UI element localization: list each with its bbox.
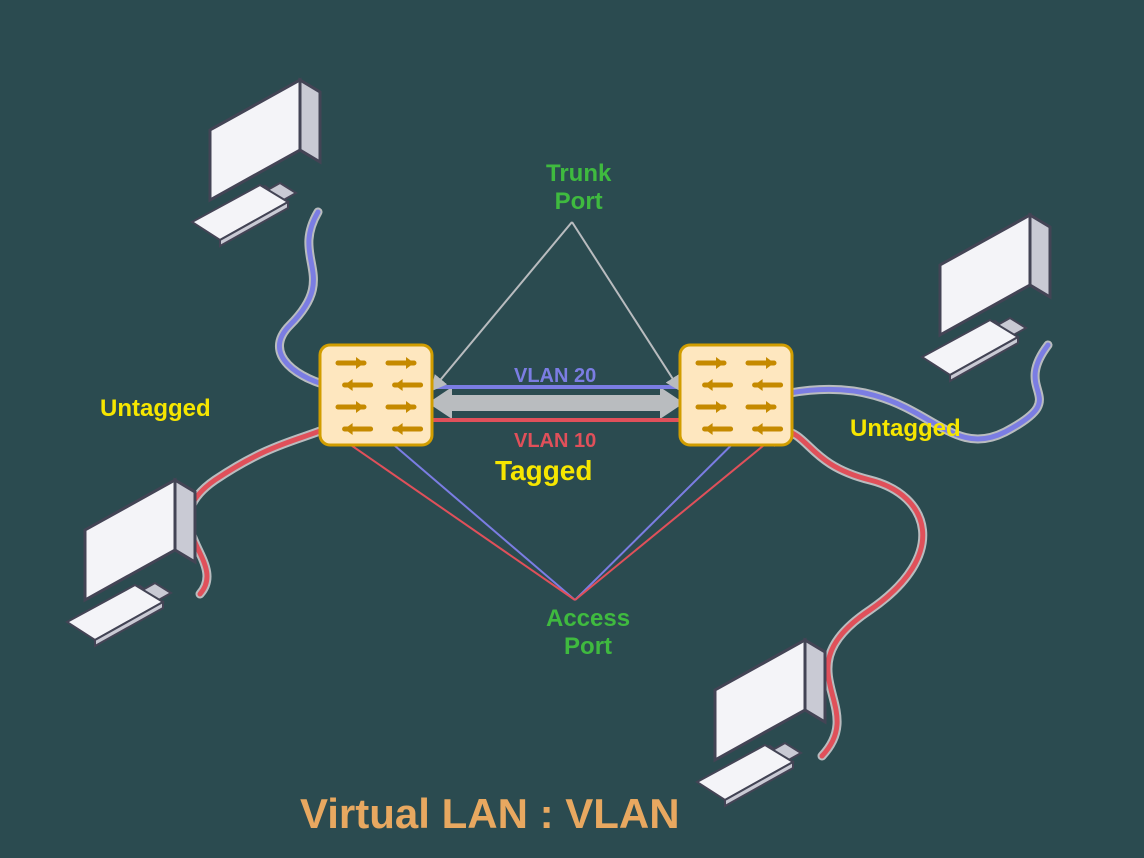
vlan-diagram [0, 0, 1144, 858]
tagged-label: Tagged [495, 455, 592, 487]
title-label: Virtual LAN : VLAN [300, 790, 680, 838]
untagged-right-label: Untagged [850, 415, 961, 443]
untagged-left-label: Untagged [100, 395, 211, 423]
access-port-label: Access Port [546, 605, 630, 661]
vlan10-label: VLAN 10 [514, 430, 596, 453]
trunk-port-label: Trunk Port [546, 160, 611, 216]
vlan20-label: VLAN 20 [514, 365, 596, 388]
